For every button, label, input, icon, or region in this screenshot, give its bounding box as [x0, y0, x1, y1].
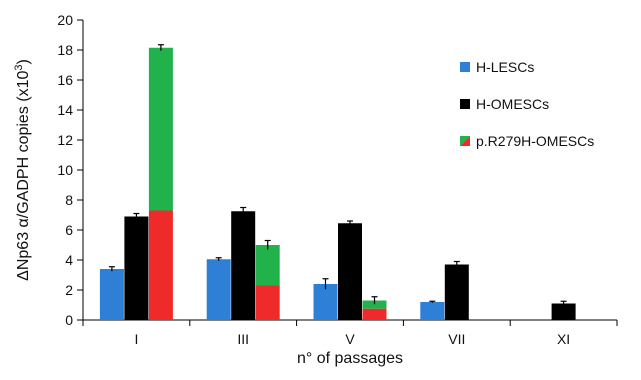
x-tick-label: VII — [448, 331, 465, 347]
legend-label: H-LESCs — [476, 59, 534, 75]
bar — [420, 302, 445, 320]
y-tick-label: 20 — [57, 12, 73, 28]
bar-segment-green — [255, 245, 280, 286]
legend-swatch — [460, 99, 470, 109]
y-tick-label: 14 — [57, 102, 73, 118]
x-axis-title: n° of passages — [297, 350, 403, 367]
bar — [124, 216, 149, 320]
bar-segment-green — [148, 47, 173, 211]
y-tick-label: 18 — [57, 42, 73, 58]
x-tick-label: I — [134, 331, 138, 347]
y-tick-label: 16 — [57, 72, 73, 88]
bar-segment-red — [362, 308, 387, 320]
bars-layer — [99, 44, 576, 320]
bar — [206, 259, 231, 320]
y-tick-label: 2 — [65, 282, 73, 298]
labels-layer: n° of passages ΔNp63 α/GADPH copies (x10… — [13, 59, 403, 367]
legend-label: H-OMESCs — [476, 96, 549, 112]
bar-segment-green — [362, 300, 387, 309]
bar-segment-red — [255, 285, 280, 320]
y-axis-title-main: ΔNp63 α/GADPH copies (x10 — [15, 71, 32, 281]
y-axis-title: ΔNp63 α/GADPH copies (x103) — [13, 59, 32, 281]
legend-swatch — [460, 62, 470, 72]
x-tick-label: III — [237, 331, 249, 347]
bar — [231, 211, 256, 320]
bar — [551, 303, 576, 320]
bar — [338, 223, 362, 320]
y-axis-title-superscript: 3 — [13, 64, 25, 70]
y-axis-title-close: ) — [15, 59, 32, 64]
bar-segment-red — [148, 210, 173, 320]
y-tick-label: 6 — [65, 222, 73, 238]
bar — [444, 264, 469, 320]
y-tick-label: 10 — [57, 162, 73, 178]
legend-label: p.R279H-OMESCs — [476, 133, 594, 149]
y-tick-label: 0 — [65, 312, 73, 328]
y-tick-label: 12 — [57, 132, 73, 148]
y-tick-label: 8 — [65, 192, 73, 208]
bar — [313, 284, 338, 320]
y-tick-label: 4 — [65, 252, 73, 268]
x-tick-label: XI — [557, 331, 570, 347]
x-tick-label: V — [345, 331, 355, 347]
legend: H-LESCs H-OMESCs p.R279H-OMESCs — [460, 59, 594, 149]
legend-swatch-red — [460, 136, 470, 146]
bar — [99, 269, 124, 320]
